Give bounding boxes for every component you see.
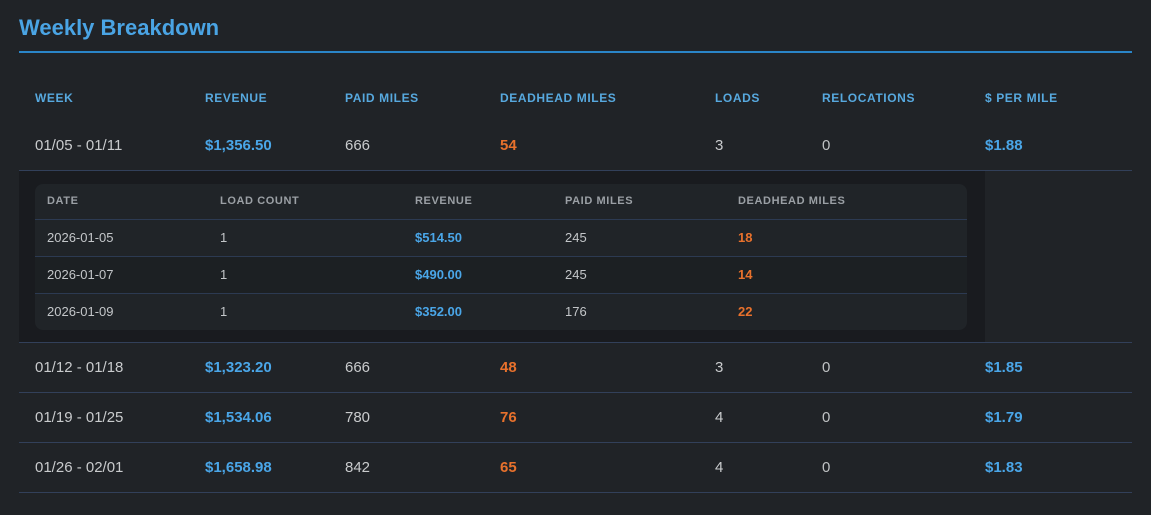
week-range: 01/12 - 01/18 bbox=[35, 359, 124, 376]
paid-miles-value: 842 bbox=[345, 459, 371, 476]
detail-header-deadhead-miles: DEADHEAD MILES bbox=[738, 195, 846, 207]
week-range: 01/05 - 01/11 bbox=[35, 137, 123, 154]
detail-revenue: $352.00 bbox=[415, 304, 462, 319]
detail-header-row: DATE LOAD COUNT REVENUE PAID MILES DEADH… bbox=[35, 184, 967, 219]
header-per-mile: $ PER MILE bbox=[985, 91, 1058, 105]
detail-revenue: $514.50 bbox=[415, 230, 462, 245]
loads-value: 4 bbox=[715, 459, 724, 476]
detail-header-paid-miles: PAID MILES bbox=[565, 195, 634, 207]
revenue-value: $1,323.20 bbox=[205, 359, 272, 376]
week-range: 01/19 - 01/25 bbox=[35, 409, 124, 426]
detail-date: 2026-01-07 bbox=[47, 267, 114, 282]
week-range: 01/26 - 02/01 bbox=[35, 459, 124, 476]
deadhead-miles-value: 48 bbox=[500, 359, 517, 376]
detail-date: 2026-01-05 bbox=[47, 230, 114, 245]
relocations-value: 0 bbox=[822, 409, 831, 426]
per-mile-value: $1.83 bbox=[985, 459, 1023, 476]
paid-miles-value: 666 bbox=[345, 359, 371, 376]
per-mile-value: $1.85 bbox=[985, 359, 1023, 376]
detail-paid-miles: 245 bbox=[565, 267, 587, 282]
per-mile-value: $1.88 bbox=[985, 137, 1023, 154]
detail-load-count: 1 bbox=[220, 304, 228, 319]
detail-paid-miles: 176 bbox=[565, 304, 587, 319]
week-table-header-row: WEEK REVENUE PAID MILES DEADHEAD MILES L… bbox=[19, 53, 1132, 121]
revenue-value: $1,356.50 bbox=[205, 137, 272, 154]
detail-header-date: DATE bbox=[47, 195, 79, 207]
weekly-breakdown-page: Weekly Breakdown WEEK REVENUE PAID MILES… bbox=[19, 0, 1132, 493]
week-row[interactable]: 01/26 - 02/01 $1,658.98 842 65 4 0 $1.83 bbox=[19, 443, 1132, 493]
header-paid-miles: PAID MILES bbox=[345, 91, 419, 105]
week-detail-container: DATE LOAD COUNT REVENUE PAID MILES DEADH… bbox=[19, 171, 985, 342]
detail-header-load-count: LOAD COUNT bbox=[220, 195, 300, 207]
header-relocations: RELOCATIONS bbox=[822, 91, 916, 105]
detail-header-revenue: REVENUE bbox=[415, 195, 473, 207]
loads-value: 4 bbox=[715, 409, 724, 426]
relocations-value: 0 bbox=[822, 359, 831, 376]
week-row-expanded[interactable]: 01/05 - 01/11 $1,356.50 666 54 3 0 $1.88 bbox=[19, 121, 1132, 171]
revenue-value: $1,534.06 bbox=[205, 409, 272, 426]
loads-value: 3 bbox=[715, 137, 724, 154]
page-title: Weekly Breakdown bbox=[19, 15, 220, 40]
detail-load-count: 1 bbox=[220, 230, 228, 245]
detail-deadhead-miles: 18 bbox=[738, 230, 753, 245]
paid-miles-value: 780 bbox=[345, 409, 371, 426]
detail-deadhead-miles: 22 bbox=[738, 304, 753, 319]
week-row[interactable]: 01/12 - 01/18 $1,323.20 666 48 3 0 $1.85 bbox=[19, 343, 1132, 393]
page-title-block: Weekly Breakdown bbox=[19, 0, 1132, 53]
week-detail-spacer bbox=[985, 171, 1132, 342]
deadhead-miles-value: 54 bbox=[500, 137, 517, 154]
detail-row: 2026-01-07 1 $490.00 245 14 bbox=[35, 256, 967, 293]
relocations-value: 0 bbox=[822, 137, 831, 154]
detail-row: 2026-01-05 1 $514.50 245 18 bbox=[35, 219, 967, 256]
header-deadhead-miles: DEADHEAD MILES bbox=[500, 91, 617, 105]
week-detail-section: DATE LOAD COUNT REVENUE PAID MILES DEADH… bbox=[19, 171, 1132, 343]
relocations-value: 0 bbox=[822, 459, 831, 476]
deadhead-miles-value: 65 bbox=[500, 459, 517, 476]
detail-revenue: $490.00 bbox=[415, 267, 462, 282]
paid-miles-value: 666 bbox=[345, 137, 371, 154]
detail-date: 2026-01-09 bbox=[47, 304, 114, 319]
week-row[interactable]: 01/19 - 01/25 $1,534.06 780 76 4 0 $1.79 bbox=[19, 393, 1132, 443]
load-detail-table: DATE LOAD COUNT REVENUE PAID MILES DEADH… bbox=[35, 184, 967, 330]
detail-row: 2026-01-09 1 $352.00 176 22 bbox=[35, 293, 967, 330]
detail-deadhead-miles: 14 bbox=[738, 267, 753, 282]
per-mile-value: $1.79 bbox=[985, 409, 1023, 426]
deadhead-miles-value: 76 bbox=[500, 409, 517, 426]
header-loads: LOADS bbox=[715, 91, 760, 105]
revenue-value: $1,658.98 bbox=[205, 459, 272, 476]
header-revenue: REVENUE bbox=[205, 91, 268, 105]
detail-paid-miles: 245 bbox=[565, 230, 587, 245]
detail-load-count: 1 bbox=[220, 267, 228, 282]
loads-value: 3 bbox=[715, 359, 724, 376]
header-week: WEEK bbox=[35, 91, 74, 105]
